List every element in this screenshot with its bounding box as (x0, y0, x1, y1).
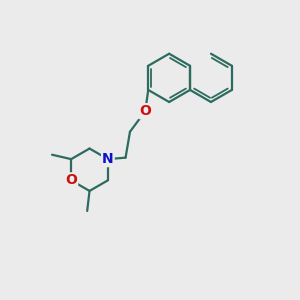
Text: N: N (102, 152, 114, 166)
Text: O: O (65, 173, 77, 187)
Text: O: O (139, 104, 151, 118)
